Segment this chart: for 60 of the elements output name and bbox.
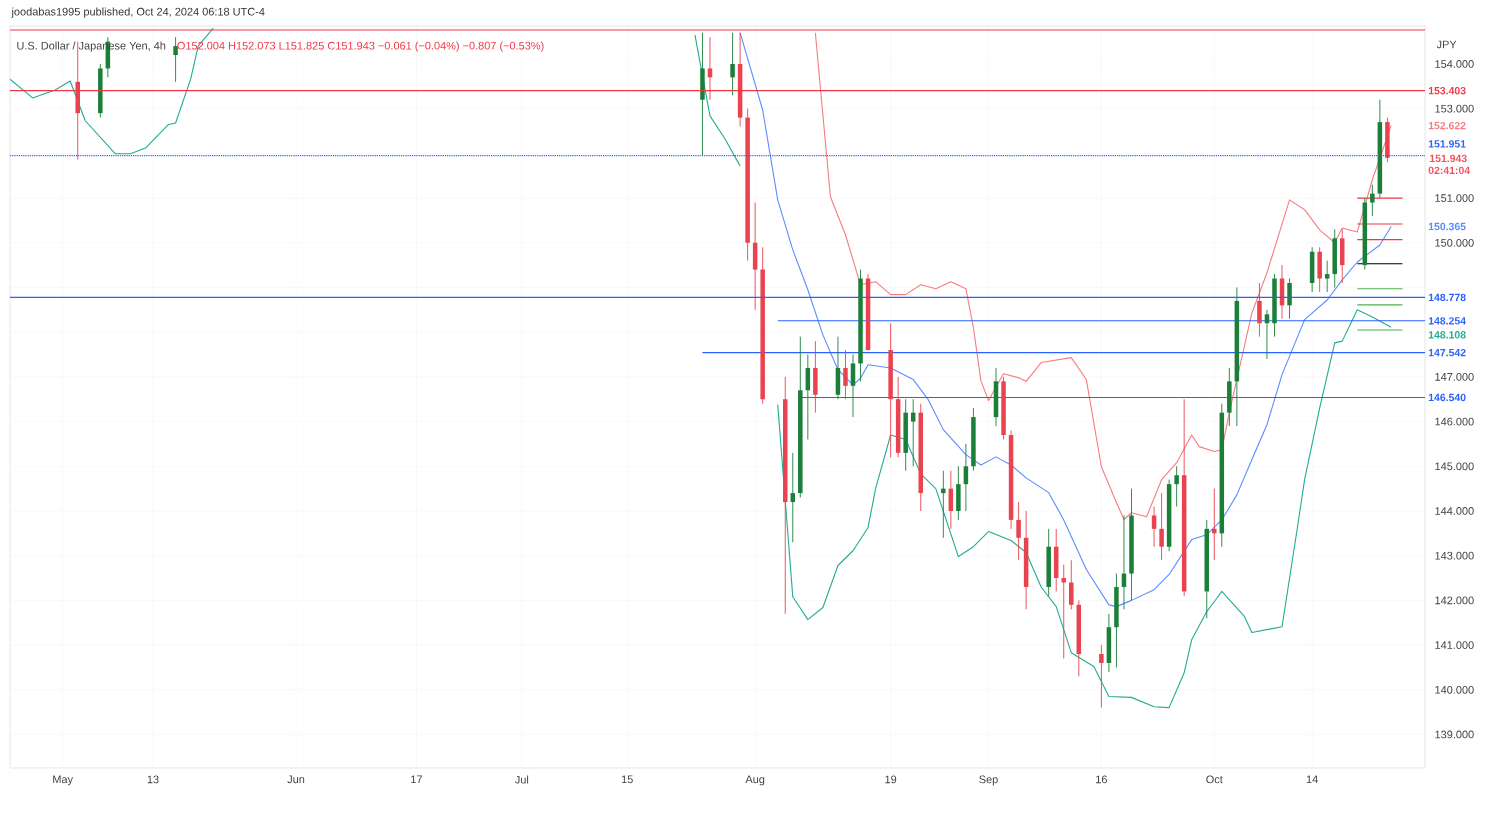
text: 150.365 xyxy=(1428,222,1466,231)
y-tick-label: 154.000 xyxy=(1435,60,1474,68)
text: 152.622 xyxy=(1428,121,1466,130)
candlestick xyxy=(1324,260,1330,293)
candlestick xyxy=(1257,282,1262,338)
text: 148.108 xyxy=(1428,331,1466,339)
candlestick xyxy=(1151,506,1157,548)
ref-line-label: 153.403 xyxy=(1428,86,1466,95)
candlestick xyxy=(1174,465,1179,507)
candlestick xyxy=(1016,501,1021,561)
candlestick xyxy=(790,452,796,543)
candlestick xyxy=(173,36,178,83)
text: 151.943 02:41:04 xyxy=(1428,154,1471,175)
y-tick-label: 140.000 xyxy=(1435,685,1474,694)
y-tick-label: 143.000 xyxy=(1435,551,1474,560)
y-tick-label: 153.000 xyxy=(1435,104,1474,113)
x-tick-label: Jul xyxy=(514,775,529,784)
candlestick xyxy=(1159,492,1164,561)
x-tick-label: 14 xyxy=(1306,775,1318,784)
candlestick xyxy=(730,32,735,96)
y-tick-label: 141.000 xyxy=(1435,641,1474,649)
x-tick-label: May xyxy=(53,775,74,786)
candlestick xyxy=(850,354,856,418)
y-tick-label: 147.000 xyxy=(1435,373,1474,381)
x-tick-label: 13 xyxy=(147,775,159,784)
y-tick-label: 144.000 xyxy=(1435,507,1474,515)
candlestick xyxy=(1069,559,1074,610)
ref-line-label: 151.951 xyxy=(1428,140,1466,148)
x-tick-label: Aug xyxy=(745,775,765,786)
y-tick-label: 146.000 xyxy=(1435,417,1474,426)
x-tick-label: Jun xyxy=(287,775,305,784)
candlestick xyxy=(1264,309,1270,360)
candlestick xyxy=(941,470,946,539)
candlestick xyxy=(1287,278,1292,320)
x-tick-label: Sep xyxy=(979,775,998,786)
candlestick xyxy=(843,349,848,400)
line-series xyxy=(814,32,1392,521)
ref-line-label: 148.778 xyxy=(1428,293,1466,302)
candlestick xyxy=(707,36,713,101)
candlestick xyxy=(1212,488,1217,561)
candlestick xyxy=(910,398,916,467)
candlestick xyxy=(1061,564,1066,659)
y-tick-label: 145.000 xyxy=(1435,462,1474,471)
y-tick-label: 139.000 xyxy=(1435,730,1474,739)
x-tick-label: 17 xyxy=(411,775,422,784)
series-label: 147.542 xyxy=(1428,348,1466,357)
x-tick-label: 19 xyxy=(885,775,897,784)
y-tick-label: 142.000 xyxy=(1435,596,1474,605)
x-tick-label: Oct xyxy=(1206,775,1223,784)
candlestick xyxy=(1099,644,1104,709)
line-series xyxy=(739,32,1392,608)
series-label: 148.254 xyxy=(1428,317,1466,325)
y-tick-label: 151.000 xyxy=(1435,194,1474,202)
text: joodabas1995 published, Oct 24, 2024 06:18 UTC-4 xyxy=(11,7,265,18)
y-tick-label: 150.000 xyxy=(1435,238,1474,247)
y-axis-title: JPY xyxy=(1436,40,1457,49)
series-label: 146.540 xyxy=(1428,393,1466,402)
candlestick xyxy=(1370,184,1375,217)
x-tick-label: 16 xyxy=(1096,775,1107,784)
x-tick-label: 15 xyxy=(621,775,633,784)
